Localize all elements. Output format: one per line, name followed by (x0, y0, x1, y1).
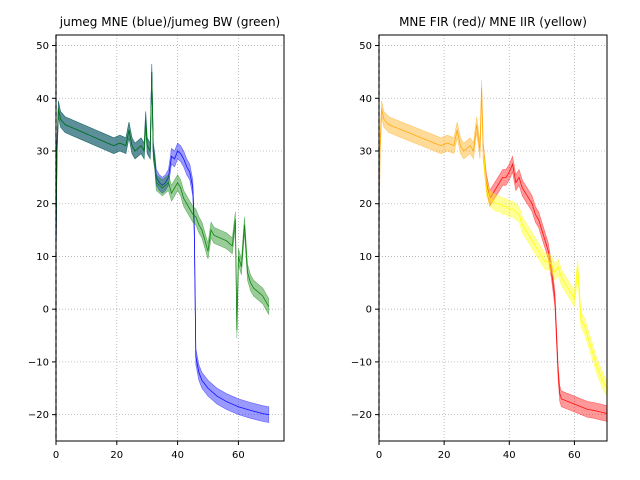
y-tick-label: 10 (359, 252, 372, 263)
chart-title: jumeg MNE (blue)/jumeg BW (green) (59, 15, 280, 29)
right-chart-panel: 0 20 40 60 −20 −10 0 10 20 30 40 50 MNE FIR (red)/ M… (351, 15, 608, 461)
y-tick-label: 40 (36, 94, 49, 105)
left-chart-panel: 0 20 40 60 −20 −10 0 10 20 30 40 50 jumeg MNE (blue)… (28, 15, 285, 461)
y-tick-label: 50 (36, 41, 49, 52)
y-tick-label: −10 (351, 357, 372, 368)
y-tick-label: 0 (366, 305, 372, 316)
series-line-1 (482, 150, 607, 414)
y-tick-label: 30 (36, 147, 49, 158)
y-tick-label: 20 (359, 199, 372, 210)
plot-area (56, 63, 270, 423)
x-tick-label: 40 (171, 450, 184, 461)
y-tick-label: −20 (351, 410, 372, 421)
series-band-2 (482, 143, 607, 397)
y-tick-label: −20 (28, 410, 49, 421)
series-line-1 (56, 71, 270, 331)
axes-frame (55, 34, 285, 442)
y-tick-label: 50 (359, 41, 372, 52)
y-tick-label: 40 (359, 94, 372, 105)
plot-area (379, 79, 607, 422)
x-tick-label: 60 (568, 450, 581, 461)
series-band-1 (482, 143, 607, 422)
x-tick-label: 0 (376, 450, 382, 461)
series-line-0 (379, 87, 484, 246)
y-tick-label: 30 (359, 147, 372, 158)
y-tick-label: 10 (36, 252, 49, 263)
chart-title: MNE FIR (red)/ MNE IIR (yellow) (399, 15, 587, 29)
x-tick-label: 20 (438, 450, 451, 461)
y-tick-label: 0 (43, 305, 49, 316)
series-line-2 (482, 150, 607, 389)
axes-frame (378, 34, 608, 442)
x-tick-label: 40 (503, 450, 516, 461)
y-tick-label: −10 (28, 357, 49, 368)
x-tick-label: 60 (232, 450, 245, 461)
x-tick-label: 20 (110, 450, 123, 461)
x-tick-label: 0 (53, 450, 59, 461)
y-tick-label: 20 (36, 199, 49, 210)
